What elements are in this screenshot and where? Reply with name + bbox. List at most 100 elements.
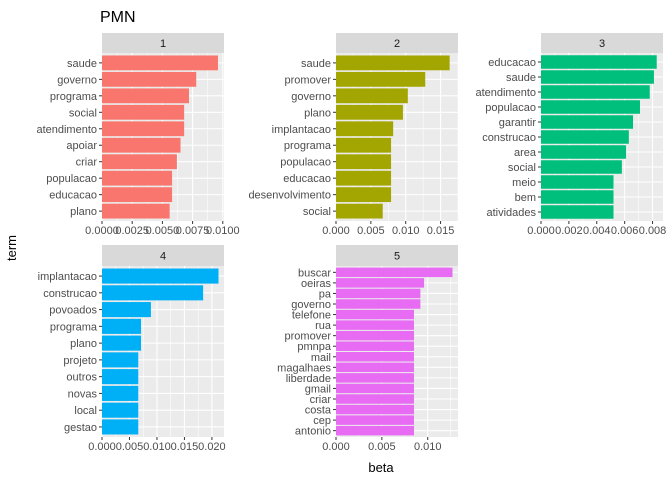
y-tick-label: governo xyxy=(57,74,97,86)
x-tick-label: 0.004 xyxy=(583,225,611,237)
bar-telefone xyxy=(336,309,414,320)
y-tick-label: educacao xyxy=(49,190,97,202)
bar-projeto xyxy=(102,352,139,368)
y-tick-label: saude xyxy=(67,58,97,70)
y-tick-label: local xyxy=(74,405,97,417)
x-tick-label: 0.000 xyxy=(322,441,350,453)
x-tick-label: 0.008 xyxy=(639,225,667,237)
bar-garantir xyxy=(541,115,634,129)
y-tick-label: saude xyxy=(301,58,331,70)
y-tick-label: social xyxy=(303,206,331,218)
bar-populacao xyxy=(336,154,392,170)
y-tick-label: plano xyxy=(304,107,331,119)
bar-novas xyxy=(102,385,139,401)
bar-outros xyxy=(102,369,139,385)
x-tick-label: 0.000 xyxy=(322,225,350,237)
bar-atendimento xyxy=(541,85,650,99)
bar-pmnpa xyxy=(336,341,414,351)
y-tick-label: populacao xyxy=(280,157,331,169)
bar-governo xyxy=(336,299,421,309)
y-tick-label: construcao xyxy=(482,132,536,144)
facet-strip xyxy=(336,33,458,53)
bar-pa xyxy=(336,288,421,299)
x-tick-label: 0.0100 xyxy=(206,225,240,237)
bar-governo xyxy=(102,71,197,87)
x-axis-title: beta xyxy=(368,460,394,475)
facet-strip xyxy=(541,33,663,53)
bar-apoiar xyxy=(102,137,181,153)
y-tick-label: area xyxy=(514,147,537,159)
y-tick-label: construcao xyxy=(43,288,97,300)
bar-local xyxy=(102,402,139,418)
bar-promover xyxy=(336,71,426,87)
bar-povoados xyxy=(102,302,151,318)
bar-buscar xyxy=(336,267,453,278)
y-tick-label: programa xyxy=(284,140,332,152)
y-tick-label: desenvolvimento xyxy=(248,190,331,202)
x-tick-label: 0.015 xyxy=(171,441,199,453)
bar-governo xyxy=(336,88,408,104)
bar-educacao xyxy=(336,170,392,186)
facet-strip-label: 4 xyxy=(160,251,166,263)
x-tick-label: 0.020 xyxy=(198,441,226,453)
facet-panel-4: 4 0.000 0.005 0.010 0.015 0.020 implantacao con… xyxy=(38,245,226,453)
bar-educacao xyxy=(102,187,173,203)
y-tick-label: outros xyxy=(66,372,97,384)
x-tick-label: 0.010 xyxy=(414,441,442,453)
y-tick-label: populacao xyxy=(485,102,536,114)
bar-gmail xyxy=(336,383,414,394)
facet-strip xyxy=(102,245,224,266)
y-tick-label: mail xyxy=(311,352,331,364)
bar-mail xyxy=(336,352,414,362)
y-tick-label: criar xyxy=(310,394,332,406)
facet-panel-3: 3 0.000 0.002 0.004 0.006 0.008 educacao saude a… xyxy=(475,33,666,237)
bar-costa xyxy=(336,404,414,415)
y-tick-label: gestao xyxy=(64,422,97,434)
bar-programa xyxy=(336,137,392,153)
bar-social xyxy=(102,104,185,120)
x-tick-label: 0.0075 xyxy=(176,225,210,237)
y-tick-label: governo xyxy=(291,91,331,103)
facet-strip-label: 5 xyxy=(394,251,400,263)
bar-magalhaes xyxy=(336,362,414,373)
facet-strip-label: 2 xyxy=(394,38,400,50)
y-tick-label: atendimento xyxy=(36,124,97,136)
bar-liberdade xyxy=(336,373,414,383)
y-tick-label: atendimento xyxy=(475,87,536,99)
bar-atividades xyxy=(541,205,614,219)
y-tick-label: rua xyxy=(315,320,332,332)
bar-implantacao xyxy=(102,268,219,284)
y-tick-label: bem xyxy=(515,192,536,204)
y-tick-label: implantacao xyxy=(38,271,97,283)
facet-strip xyxy=(102,33,224,53)
y-tick-label: governo xyxy=(291,299,331,311)
y-tick-label: educacao xyxy=(283,173,331,185)
y-tick-label: povoados xyxy=(49,305,97,317)
bar-saude xyxy=(541,70,654,84)
bar-atendimento xyxy=(102,121,185,137)
y-tick-label: pa xyxy=(319,288,332,300)
bar-plano xyxy=(102,203,170,219)
y-tick-label: oeiras xyxy=(301,278,331,290)
x-tick-label: 0.000 xyxy=(88,441,116,453)
bar-antonio xyxy=(336,425,414,436)
bar-rua xyxy=(336,320,414,330)
facet-panel-2: 2 0.000 0.005 0.010 0.015 saude promover govern… xyxy=(248,33,459,237)
y-tick-label: gmail xyxy=(305,383,331,395)
x-tick-label: 0.006 xyxy=(611,225,639,237)
y-tick-label: garantir xyxy=(499,117,537,129)
x-tick-label: 0.0025 xyxy=(115,225,149,237)
bar-gestao xyxy=(102,419,139,435)
bar-plano xyxy=(102,335,142,351)
y-tick-label: criar xyxy=(76,157,98,169)
x-tick-label: 0.000 xyxy=(527,225,555,237)
y-tick-label: programa xyxy=(50,321,98,333)
x-tick-label: 0.005 xyxy=(357,225,385,237)
bar-populacao xyxy=(541,100,640,114)
bar-cep xyxy=(336,415,414,425)
bar-promover xyxy=(336,330,414,341)
y-tick-label: promover xyxy=(285,331,332,343)
bar-oeiras xyxy=(336,278,425,288)
x-tick-label: 0.0050 xyxy=(146,225,180,237)
